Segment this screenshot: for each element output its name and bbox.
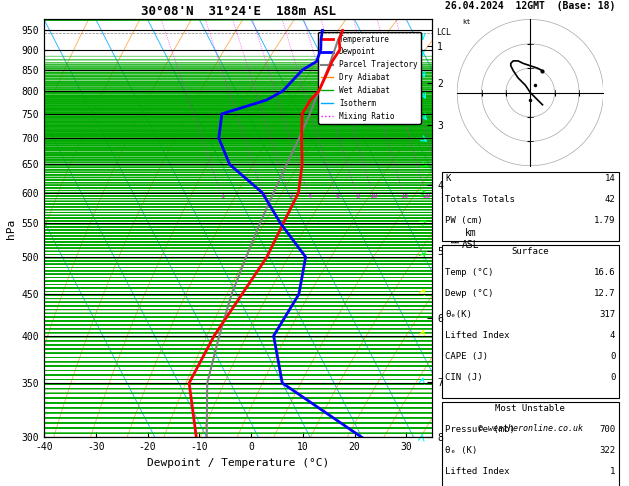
Text: θₑ(K): θₑ(K) <box>445 310 472 319</box>
Text: Temp (°C): Temp (°C) <box>445 268 494 277</box>
Y-axis label: hPa: hPa <box>6 218 16 239</box>
Text: Totals Totals: Totals Totals <box>445 195 515 204</box>
Text: © weatheronline.co.uk: © weatheronline.co.uk <box>478 424 583 433</box>
Text: PW (cm): PW (cm) <box>445 216 483 225</box>
FancyBboxPatch shape <box>442 172 619 241</box>
Text: 2: 2 <box>262 192 267 199</box>
Text: CAPE (J): CAPE (J) <box>445 352 488 361</box>
Text: 26.04.2024  12GMT  (Base: 18): 26.04.2024 12GMT (Base: 18) <box>445 1 616 11</box>
Text: θₑ (K): θₑ (K) <box>445 446 477 455</box>
Text: 12.7: 12.7 <box>594 289 615 298</box>
Title: 30°08'N  31°24'E  188m ASL: 30°08'N 31°24'E 188m ASL <box>141 5 336 18</box>
Text: 4: 4 <box>610 331 615 340</box>
Text: CIN (J): CIN (J) <box>445 373 483 382</box>
Text: 317: 317 <box>599 310 615 319</box>
Legend: Temperature, Dewpoint, Parcel Trajectory, Dry Adiabat, Wet Adiabat, Isotherm, Mi: Temperature, Dewpoint, Parcel Trajectory… <box>318 32 421 123</box>
Text: 0: 0 <box>610 373 615 382</box>
Text: Dewp (°C): Dewp (°C) <box>445 289 494 298</box>
Text: 700: 700 <box>599 425 615 434</box>
Text: Surface: Surface <box>511 247 549 256</box>
Text: 10: 10 <box>370 192 378 199</box>
Text: K: K <box>445 174 450 183</box>
Text: 322: 322 <box>599 446 615 455</box>
Text: 20: 20 <box>423 192 431 199</box>
Text: 1.79: 1.79 <box>594 216 615 225</box>
Text: 4: 4 <box>308 192 311 199</box>
Text: 15: 15 <box>400 192 409 199</box>
Text: Mixing Ratio (g/kg): Mixing Ratio (g/kg) <box>452 173 462 284</box>
Text: LCL: LCL <box>436 28 451 37</box>
FancyBboxPatch shape <box>442 245 619 398</box>
Text: Lifted Index: Lifted Index <box>445 467 509 476</box>
Text: Pressure (mb): Pressure (mb) <box>445 425 515 434</box>
Text: 25: 25 <box>440 192 448 199</box>
FancyBboxPatch shape <box>442 402 619 486</box>
Text: 1: 1 <box>221 192 225 199</box>
Text: Most Unstable: Most Unstable <box>496 404 565 413</box>
Text: 42: 42 <box>604 195 615 204</box>
Y-axis label: km
ASL: km ASL <box>462 228 479 250</box>
Text: 16.6: 16.6 <box>594 268 615 277</box>
Text: 8: 8 <box>355 192 360 199</box>
Text: 6: 6 <box>335 192 339 199</box>
Text: 0: 0 <box>610 352 615 361</box>
Text: 3: 3 <box>288 192 292 199</box>
Text: Lifted Index: Lifted Index <box>445 331 509 340</box>
X-axis label: Dewpoint / Temperature (°C): Dewpoint / Temperature (°C) <box>147 458 329 468</box>
Text: 14: 14 <box>604 174 615 183</box>
Text: 1: 1 <box>610 467 615 476</box>
